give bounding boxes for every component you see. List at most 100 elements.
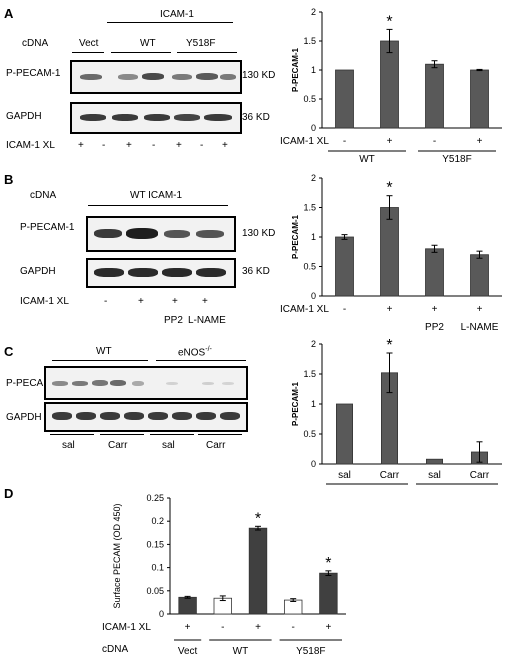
panel-c-enos-sup: -/-	[205, 346, 212, 353]
chart-d-tick-label: 0	[159, 609, 164, 619]
chart-d-significance-asterisk: *	[255, 510, 261, 527]
panel-c-enos-text: eNOS	[178, 347, 206, 359]
panel-b-cdna-label: cDNA	[30, 190, 57, 201]
chart-d-xl-sign: -	[292, 622, 295, 633]
chart-d-significance-asterisk: *	[325, 555, 331, 572]
chart-d-bar	[319, 572, 338, 615]
chart-c-bar	[425, 458, 443, 465]
chart-b-bar	[335, 236, 354, 297]
panel-c-row-gapdh: GAPDH	[6, 412, 42, 423]
panel-a-xl-sign: -	[200, 140, 204, 151]
chart-a: 0 0.5 1 1.5 2 P-PECAM-1 - * + - + ICAM-1 XL WT Y518F	[280, 7, 502, 165]
panel-c-lane-sal: sal	[162, 440, 175, 451]
panel-a-xl-sign: +	[78, 140, 84, 151]
panel-c-group-wt: WT	[96, 346, 112, 357]
panel-a-xl-sign: +	[126, 140, 132, 151]
panel-a-xl-sign: -	[152, 140, 156, 151]
panel-a-xl-sign: -	[102, 140, 106, 151]
panel-b-treatment-lname: L-NAME	[188, 315, 226, 326]
chart-b-y-label: P-PECAM-1	[291, 214, 300, 259]
panel-c-label: C	[4, 344, 14, 359]
panel-a-row-ppecam: P-PECAM-1	[6, 68, 61, 79]
panel-b-header-line	[88, 205, 228, 206]
chart-a-xl-sign: -	[343, 136, 346, 147]
panel-c-gapdh-blot	[44, 402, 248, 432]
chart-c: 00.511.52P-PECAM-1sal*CarrsalCarrWTeNOS-…	[291, 337, 502, 485]
chart-b-tick-label: 1.5	[303, 203, 316, 213]
chart-d-xl-sign: +	[255, 622, 261, 633]
chart-b-xl-sign: +	[432, 304, 438, 315]
panel-c-enos-line	[156, 360, 246, 361]
panel-c-row-ppecam: P-PECAM	[6, 378, 52, 389]
chart-a-tick-label: 1.5	[303, 36, 316, 46]
panel-b-treatment-pp2: PP2	[164, 315, 183, 326]
chart-b-significance-asterisk: *	[386, 180, 392, 197]
panel-b-xl-sign: +	[138, 296, 144, 307]
chart-d-group-label: WT	[233, 646, 249, 657]
panel-b-xl-sign: -	[104, 296, 108, 307]
chart-d-tick-label: 0.05	[146, 586, 164, 596]
chart-c-tick-label: 0.5	[303, 429, 316, 439]
chart-b-treatment-label: L-NAME	[461, 322, 499, 333]
panel-c-group-enos: eNOS-/-	[178, 346, 212, 358]
panel-a-label: A	[4, 6, 14, 21]
chart-b: 0 0.5 1 1.5 2 P-PECAM-1 - * + + PP2 + L-NAME ICAM-1 X…	[280, 173, 502, 333]
chart-b-tick-label: 2	[311, 173, 316, 183]
panel-a-icam-header: ICAM-1	[160, 9, 194, 20]
panel-a-icam-line	[107, 22, 233, 23]
chart-b-bar	[425, 248, 444, 297]
chart-a-bar	[335, 69, 354, 129]
panel-a-cdna-label: cDNA	[22, 38, 49, 49]
panel-a-y518f-line	[177, 52, 237, 53]
panel-a-group-y518f: Y518F	[186, 38, 216, 49]
chart-d-bar	[283, 599, 303, 615]
chart-b-tick-label: 1	[311, 232, 316, 242]
chart-c-category-label: Carr	[470, 470, 490, 481]
chart-d-tick-label: 0.1	[151, 563, 164, 573]
panel-b-ppecam-blot	[86, 216, 236, 252]
panel-c-lane-line	[198, 434, 242, 435]
chart-c-significance-asterisk: *	[386, 337, 392, 354]
chart-d-y-label: Surface PECAM (OD 450)	[112, 503, 122, 608]
panel-a-size-36: 36 KD	[242, 112, 270, 123]
chart-b-bar	[470, 254, 489, 297]
chart-a-xl-sign: +	[387, 136, 393, 147]
chart-c-bar	[336, 403, 354, 465]
panel-d-label: D	[4, 486, 14, 501]
chart-a-xl-sign: +	[477, 136, 483, 147]
panel-c-lane-carr: Carr	[206, 440, 226, 451]
chart-a-bar	[425, 63, 444, 129]
chart-c-category-label: Carr	[380, 470, 400, 481]
chart-c-category-label: sal	[338, 470, 351, 481]
panel-a-gapdh-blot	[70, 102, 242, 134]
panel-b-size-36: 36 KD	[242, 266, 270, 277]
panel-a-wt-line	[111, 52, 171, 53]
chart-a-group-label: WT	[359, 154, 375, 165]
panel-c-wt-line	[52, 360, 148, 361]
panel-b-gapdh-blot	[86, 258, 236, 288]
chart-a-tick-label: 1	[311, 65, 316, 75]
chart-b-bar	[380, 207, 399, 297]
panel-c-lane-line	[150, 434, 194, 435]
chart-a-bar	[380, 40, 399, 129]
panel-b-xl-sign: +	[172, 296, 178, 307]
panel-b-row-ppecam: P-PECAM-1	[20, 222, 75, 233]
chart-d-xl-sign: +	[185, 622, 191, 633]
panel-c-lane-carr: Carr	[108, 440, 128, 451]
chart-b-xl-label: ICAM-1 XL	[280, 304, 329, 315]
chart-c-y-label: P-PECAM-1	[291, 381, 300, 426]
panel-c-lane-sal: sal	[62, 440, 75, 451]
chart-b-tick-label: 0	[311, 291, 316, 301]
chart-d-tick-label: 0.25	[146, 493, 164, 503]
chart-d-group-label: Y518F	[296, 646, 325, 657]
chart-d-xl-sign: +	[325, 622, 331, 633]
chart-a-tick-label: 2	[311, 7, 316, 17]
panel-a-group-wt: WT	[140, 38, 156, 49]
panel-c-lane-line	[50, 434, 94, 435]
panel-a-xl-label: ICAM-1 XL	[6, 140, 55, 151]
chart-d-xl-sign: -	[221, 622, 224, 633]
chart-a-bar	[470, 69, 489, 129]
chart-c-tick-label: 1	[311, 399, 316, 409]
chart-c-category-label: sal	[428, 470, 441, 481]
chart-d-tick-label: 0.2	[151, 516, 164, 526]
